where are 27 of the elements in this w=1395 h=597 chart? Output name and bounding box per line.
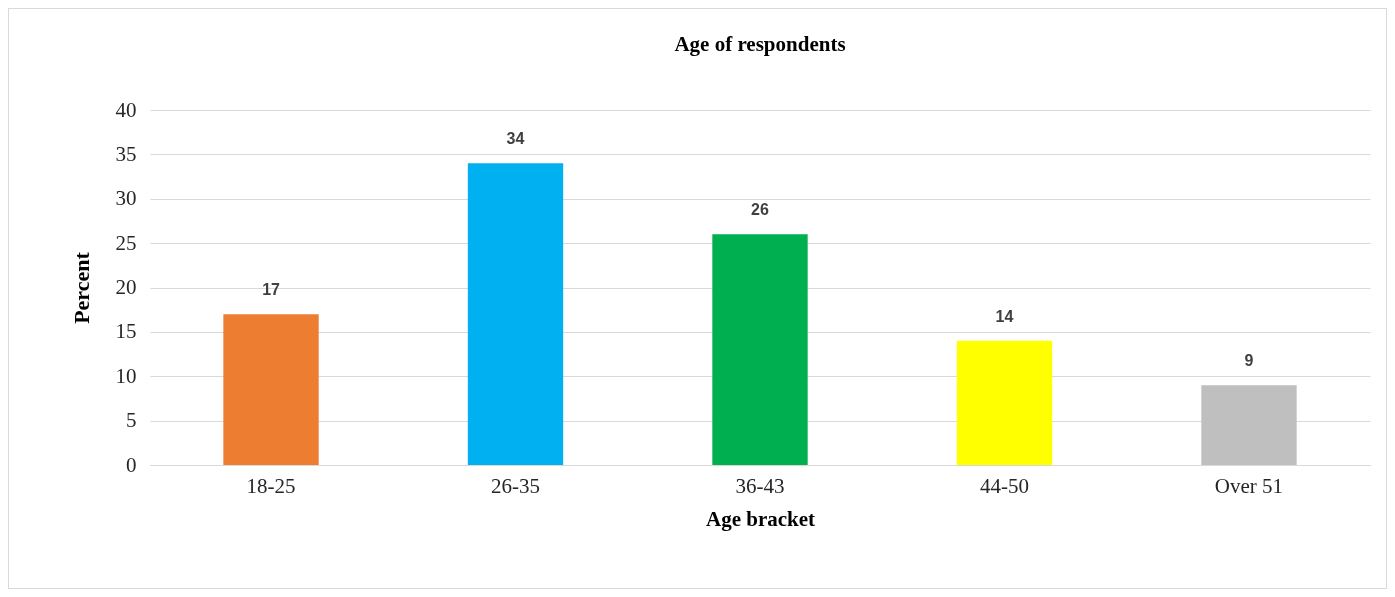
chart-title: Age of respondents xyxy=(674,32,846,56)
y-tick-label: 35 xyxy=(115,141,137,166)
y-tick-label: 25 xyxy=(115,230,137,255)
x-tick-label: 26-35 xyxy=(491,473,541,498)
bar xyxy=(712,234,808,465)
data-label: 26 xyxy=(751,201,769,219)
y-tick-label: 5 xyxy=(126,408,137,433)
bar xyxy=(1201,385,1297,465)
y-tick-label: 10 xyxy=(115,363,137,388)
x-axis-title: Age bracket xyxy=(705,506,816,531)
data-label: 14 xyxy=(995,307,1014,325)
data-label: 9 xyxy=(1244,352,1254,370)
data-label: 17 xyxy=(262,281,281,299)
x-tick-label: Over 51 xyxy=(1214,473,1284,498)
bar xyxy=(956,340,1053,465)
x-tick-label: 18-25 xyxy=(246,473,296,498)
bar xyxy=(467,163,564,465)
data-label: 34 xyxy=(506,130,525,148)
y-tick-label: 20 xyxy=(115,275,137,299)
y-tick-label: 0 xyxy=(126,452,137,477)
y-axis-title: Percent xyxy=(68,251,94,324)
x-tick-label: 36-43 xyxy=(735,473,785,498)
x-tick-label: 44-50 xyxy=(979,473,1029,498)
bar xyxy=(223,314,319,465)
y-tick-label: 40 xyxy=(115,97,137,122)
y-tick-label: 30 xyxy=(115,186,137,211)
y-tick-label: 15 xyxy=(115,319,137,344)
